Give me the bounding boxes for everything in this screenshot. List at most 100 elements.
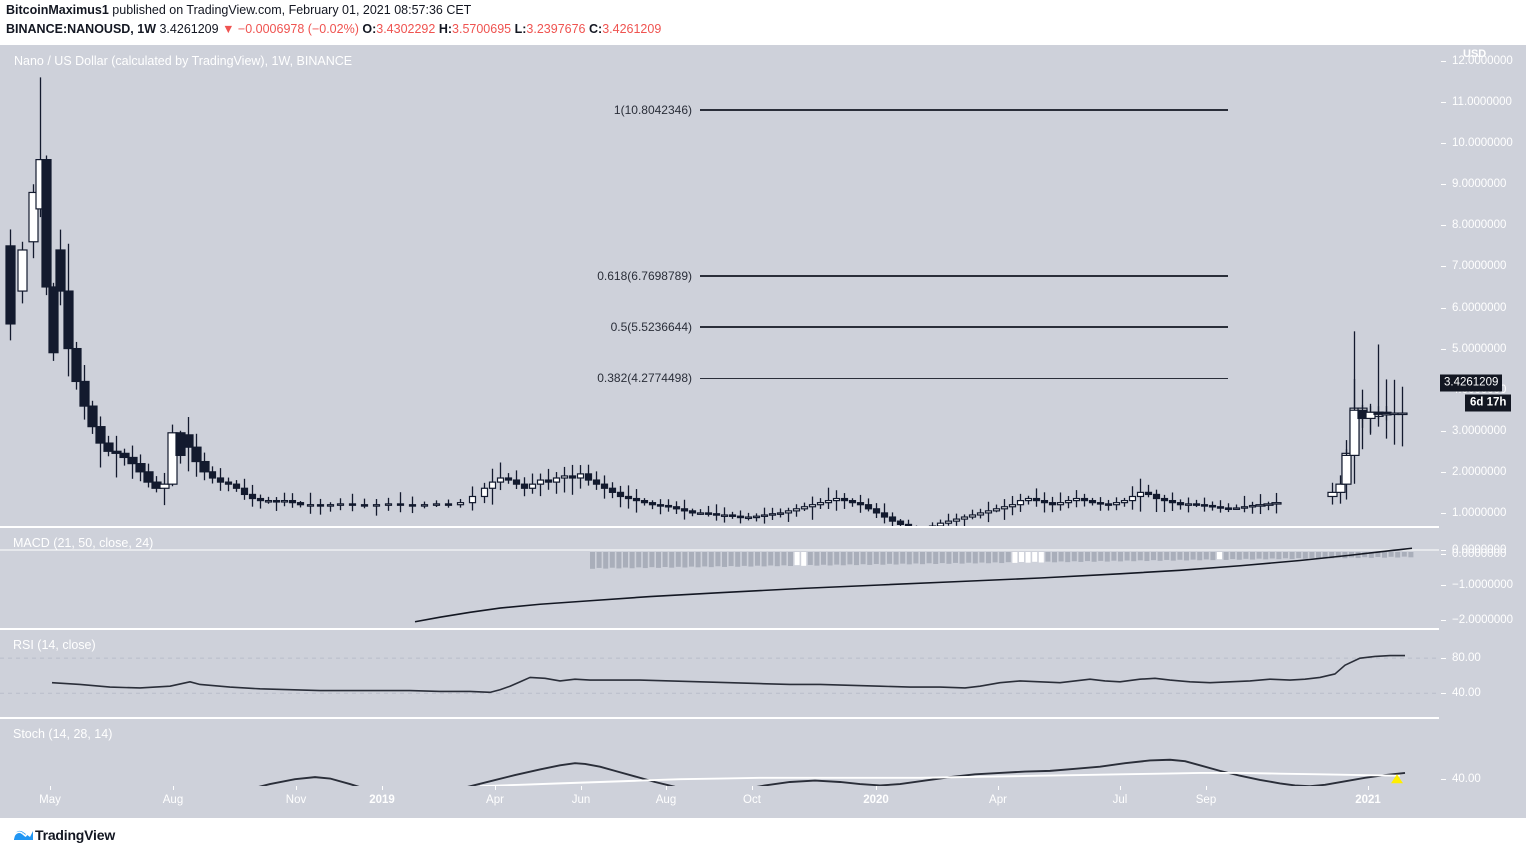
price-axis-tick xyxy=(1441,102,1446,104)
candlestick xyxy=(167,432,178,485)
macd-histogram-bar xyxy=(656,552,661,568)
macd-histogram-bar xyxy=(966,552,972,563)
candlestick xyxy=(55,249,66,292)
macd-histogram-bar xyxy=(623,552,628,568)
time-axis-label: 2019 xyxy=(369,794,395,806)
candlestick xyxy=(208,471,217,479)
fib-level-label: 0.618(6.7698789) xyxy=(597,268,692,283)
macd-histogram-bar xyxy=(972,552,978,564)
macd-histogram-bar xyxy=(1197,552,1203,561)
macd-histogram-bar xyxy=(1038,552,1044,563)
current-price-badge: 3.4261209 xyxy=(1440,374,1503,392)
candlestick xyxy=(656,504,665,507)
fib-level-line[interactable] xyxy=(700,275,1228,277)
macd-histogram-bar xyxy=(887,552,892,564)
macd-histogram-bar xyxy=(900,552,906,564)
rsi-axis-label: 80.00 xyxy=(1452,652,1481,665)
candlestick xyxy=(41,158,52,288)
macd-histogram-bar xyxy=(675,552,681,567)
macd-pane[interactable]: MACD (21, 50, close, 24) xyxy=(0,528,1439,628)
candlestick xyxy=(968,514,977,518)
candlestick xyxy=(5,245,16,325)
pane-divider-2 xyxy=(0,628,1526,630)
macd-histogram-bar xyxy=(1045,552,1051,562)
macd-histogram-bar xyxy=(788,552,793,567)
low-value: 3.2397676 xyxy=(526,22,586,36)
low-key: L: xyxy=(514,22,527,36)
macd-histogram-bar xyxy=(1210,552,1216,561)
candlestick xyxy=(544,479,553,483)
macd-histogram-bar xyxy=(920,552,925,565)
macd-histogram-bar xyxy=(979,552,985,563)
macd-histogram-bar xyxy=(854,552,859,566)
macd-histogram-bar xyxy=(794,552,800,566)
time-scale[interactable]: May Aug Nov 2019 Apr Jun Aug Oct 2020 Apr Jul Sep 20… xyxy=(0,786,1526,818)
macd-histogram-bar xyxy=(906,552,912,565)
candlestick xyxy=(224,481,233,485)
price-scale[interactable]: USD 12.0000000 11.0000000 10.0000000 9.0000… xyxy=(1439,45,1526,818)
macd-histogram-bar xyxy=(1276,552,1282,560)
macd-histogram-bar xyxy=(880,552,886,565)
macd-histogram-bar xyxy=(1269,552,1275,559)
candlestick xyxy=(28,191,39,243)
candlestick xyxy=(444,503,453,506)
time-axis-label: May xyxy=(39,794,61,806)
fib-level-line[interactable] xyxy=(700,326,1228,328)
price-axis-tick xyxy=(1441,471,1446,473)
price-axis-tick xyxy=(1441,430,1446,432)
fib-level-line[interactable] xyxy=(700,377,1228,379)
macd-histogram-bar xyxy=(755,552,760,566)
macd-histogram-bar xyxy=(609,552,615,568)
macd-histogram-bar xyxy=(1329,552,1335,559)
candlestick xyxy=(728,514,737,517)
macd-histogram-bar xyxy=(1283,552,1288,559)
candlestick xyxy=(1160,497,1169,502)
price-axis-label: 9.0000000 xyxy=(1452,178,1507,191)
candlestick xyxy=(1088,499,1097,504)
candlestick xyxy=(944,520,953,524)
macd-histogram-bar xyxy=(682,552,688,568)
candlestick xyxy=(768,513,777,516)
candlestick xyxy=(1040,499,1049,504)
macd-histogram-bar xyxy=(1322,552,1328,558)
candlestick xyxy=(664,504,673,508)
candlestick xyxy=(832,497,841,502)
time-axis-label: Oct xyxy=(743,794,761,806)
candlestick xyxy=(1397,412,1408,416)
macd-histogram-bar xyxy=(1131,552,1137,562)
candlestick xyxy=(600,483,609,489)
macd-histogram-bar xyxy=(1335,552,1341,558)
candlestick xyxy=(808,504,817,508)
candlestick xyxy=(976,512,985,516)
macd-histogram-bar xyxy=(1223,552,1229,560)
macd-histogram-bar xyxy=(636,552,642,568)
publication-header: BitcoinMaximus1 published on TradingView… xyxy=(0,0,1526,45)
time-axis-tick xyxy=(876,786,877,790)
candlestick xyxy=(280,499,289,503)
macd-histogram-bar xyxy=(1085,552,1090,562)
macd-axis-tick xyxy=(1441,550,1446,551)
fib-level-label: 1(10.8042346) xyxy=(613,103,692,118)
candlestick xyxy=(159,483,170,489)
price-axis-tick xyxy=(1441,307,1446,309)
macd-histogram-bar xyxy=(807,552,813,565)
candlestick xyxy=(360,504,369,507)
candlestick xyxy=(648,502,657,506)
last-price: 3.4261209 xyxy=(159,22,219,36)
candlestick xyxy=(704,512,713,515)
macd-histogram-bar xyxy=(642,552,648,569)
fibonacci-retracement[interactable]: 1(10.8042346) 0.618(6.7698789) 0.5(5.52366… xyxy=(0,45,1439,551)
time-axis-tick xyxy=(50,786,51,790)
price-series-svg xyxy=(5,77,1408,526)
chart-canvas[interactable]: Nano / US Dollar (calculated by TradingV… xyxy=(0,45,1526,831)
candlestick xyxy=(624,495,633,500)
candlestick xyxy=(568,475,577,479)
price-pane[interactable]: Nano / US Dollar (calculated by TradingV… xyxy=(0,45,1439,526)
macd-histogram-bar xyxy=(1382,552,1387,558)
candlestick xyxy=(420,504,429,507)
macd-histogram-bar xyxy=(1098,552,1104,561)
candlestick xyxy=(119,452,130,459)
fib-level-line[interactable] xyxy=(700,109,1228,111)
candlestick xyxy=(111,450,122,454)
rsi-pane[interactable]: RSI (14, close) xyxy=(0,630,1439,717)
